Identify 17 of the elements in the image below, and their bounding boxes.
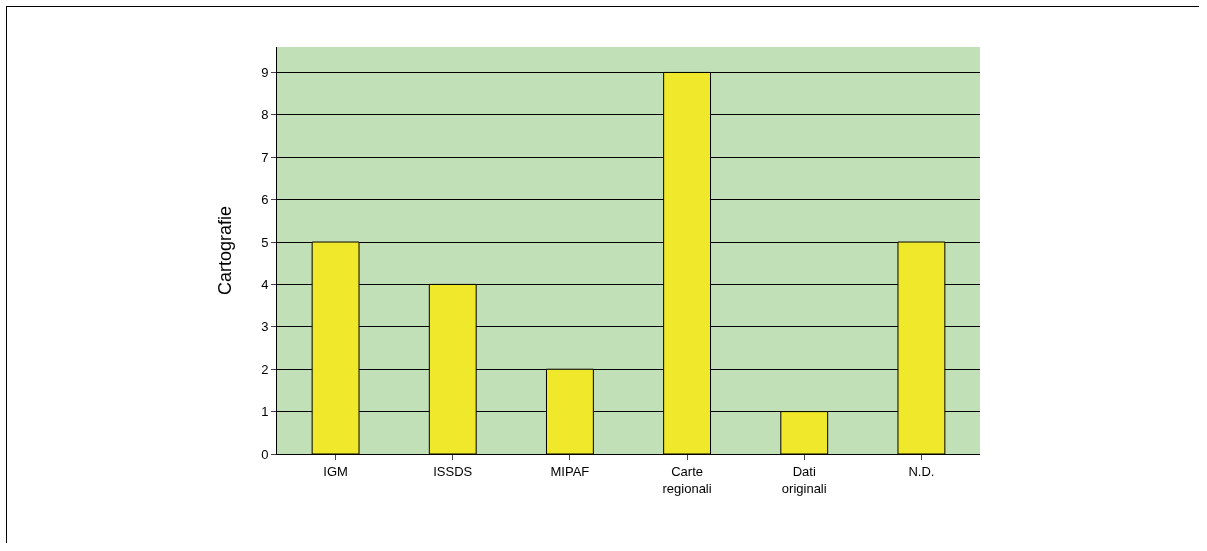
y-tick-label: 2	[261, 361, 269, 377]
y-tick-label: 0	[261, 446, 269, 462]
x-tick-label: Carte regionali	[662, 463, 712, 496]
x-tick-label: N.D.	[908, 463, 935, 479]
y-tick-label: 4	[261, 276, 269, 292]
x-tick-label: Dati originali	[781, 463, 827, 496]
y-tick-label: 9	[261, 64, 269, 80]
x-tick-label: ISSDS	[433, 463, 473, 479]
y-axis-title: Cartografie	[215, 205, 235, 296]
y-tick-label: 8	[261, 107, 269, 123]
y-tick-label: 6	[261, 192, 269, 208]
y-tick-label: 7	[261, 149, 269, 165]
x-tick-label: IGM	[323, 463, 348, 479]
y-tick-label: 5	[261, 234, 269, 250]
y-tick-label: 1	[261, 404, 269, 420]
y-tick-label: 3	[261, 319, 269, 335]
x-tick-label: MIPAF	[550, 463, 590, 479]
